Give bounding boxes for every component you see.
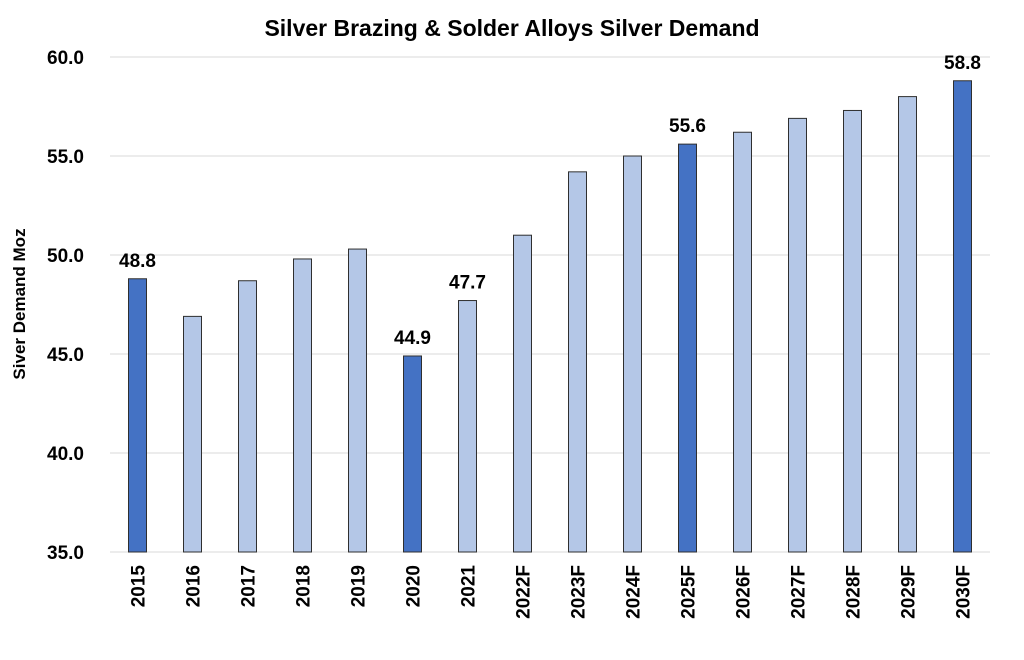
x-tick-label: 2025F — [679, 565, 700, 619]
bar-2027F — [788, 117, 807, 553]
y-tick-label: 45.0 — [47, 345, 84, 366]
bar-2022F — [513, 234, 532, 553]
bar-2023F — [568, 171, 587, 553]
bar-2026F — [733, 131, 752, 553]
x-tick-label: 2023F — [569, 565, 590, 619]
x-tick-label: 2027F — [789, 565, 810, 619]
y-tick-label: 55.0 — [47, 147, 84, 168]
bar-2021 — [458, 300, 477, 553]
x-tick-label: 2017 — [239, 565, 260, 607]
x-tick-label: 2018 — [294, 565, 315, 607]
bar-2020 — [403, 355, 422, 553]
bar-2025F — [678, 143, 697, 553]
y-tick-label: 60.0 — [47, 48, 84, 69]
bar-2019 — [348, 248, 367, 553]
x-tick-label: 2029F — [899, 565, 920, 619]
bar-2030F — [953, 80, 972, 553]
bar-2016 — [183, 315, 202, 553]
y-axis-label: Siver Demand Moz — [10, 228, 29, 379]
x-tick-label: 2024F — [624, 565, 645, 619]
x-tick-label: 2015 — [129, 565, 150, 608]
data-label: 47.7 — [449, 273, 486, 294]
bar-2018 — [293, 258, 312, 553]
bar-2028F — [843, 109, 862, 553]
y-tick-label: 35.0 — [47, 543, 84, 564]
x-tick-label: 2021 — [459, 565, 480, 608]
chart-title: Silver Brazing & Solder Alloys Silver De… — [264, 15, 759, 41]
x-tick-label: 2016 — [184, 565, 205, 607]
data-label: 58.8 — [944, 53, 981, 74]
y-tick-label: 50.0 — [47, 246, 84, 267]
x-tick-label: 2028F — [844, 565, 865, 619]
x-tick-label: 2022F — [514, 565, 535, 619]
x-tick-label: 2030F — [954, 565, 975, 619]
x-tick-label: 2020 — [404, 565, 425, 607]
y-tick-label: 40.0 — [47, 444, 84, 465]
x-tick-label: 2019 — [349, 565, 370, 607]
x-tick-label: 2026F — [734, 565, 755, 619]
bar-2024F — [623, 155, 642, 553]
data-label: 55.6 — [669, 116, 706, 137]
bar-2029F — [898, 96, 917, 553]
data-label: 44.9 — [394, 328, 431, 349]
bar-2017 — [238, 280, 257, 553]
bar-2015 — [128, 278, 147, 553]
data-label: 48.8 — [119, 251, 156, 272]
